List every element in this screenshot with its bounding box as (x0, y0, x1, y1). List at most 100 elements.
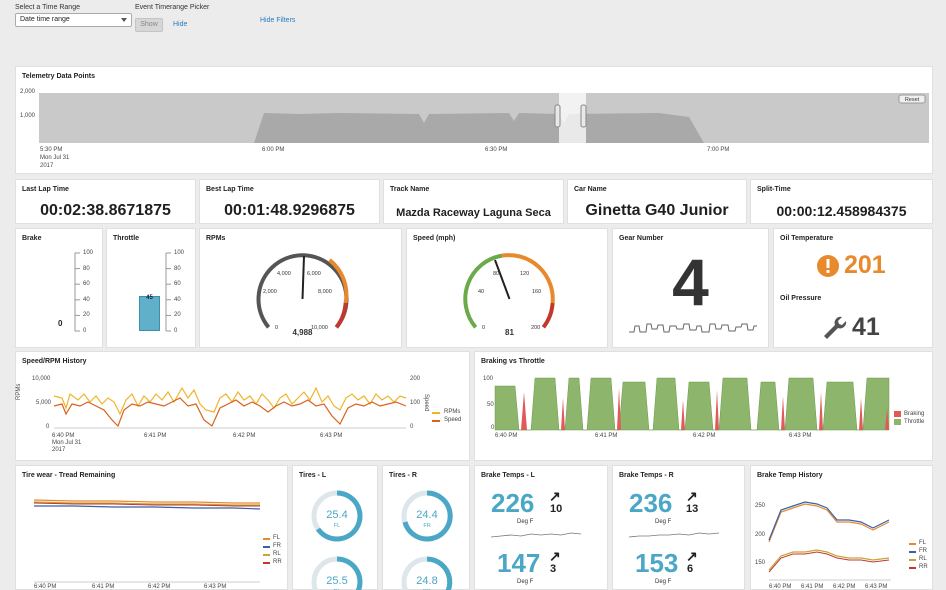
brake-value: 0 (58, 319, 63, 328)
rpm-value: 4,988 (292, 328, 313, 337)
braking-throttle-x-tick: 6:40 PM (495, 433, 518, 439)
brake-panel: Brake 100 80 60 40 20 0 0 (15, 228, 103, 348)
speed-panel: Speed (mph) 0 40 80 120 160 200 81 (406, 228, 608, 348)
tire-legend-label-rr: RR (273, 559, 282, 565)
rpm-tick: 0 (275, 325, 278, 331)
rpm-needle (301, 255, 305, 300)
rpm-axis-label: RPMs (16, 383, 22, 400)
throttle-value: 45 (146, 295, 153, 301)
tire-fr-gauge: 24.4 FR (401, 490, 453, 542)
legend-swatch-speed (432, 420, 440, 422)
show-button[interactable]: Show (135, 18, 163, 32)
speed-rpm-x-tick: 6:43 PM (320, 433, 343, 439)
tire-legend-label-rl: RL (273, 551, 281, 557)
brake-scale-label: 20 (83, 312, 90, 318)
throttle-scale-label: 60 (174, 281, 181, 287)
speed-title: Speed (mph) (413, 235, 456, 242)
braking-throttle-panel: Braking vs Throttle 100 50 0 6:40 PM 6:4… (474, 351, 933, 461)
hide-filters-link[interactable]: Hide Filters (260, 17, 296, 24)
speed-rpm-right-tick: 0 (410, 424, 414, 430)
brake-history-fl-line (768, 503, 890, 543)
speed-arc-low (463, 253, 503, 329)
tire-legend-swatch-fl (263, 538, 270, 540)
brake-temps-r-panel: Brake Temps - R 236 ↗ 13 Deg F 153 ↗ 6 D… (612, 465, 745, 590)
speed-arc-high (541, 302, 555, 329)
time-range-select[interactable]: Date time range (15, 13, 132, 27)
oil-pressure-title: Oil Pressure (780, 295, 822, 302)
brake-history-x-tick: 6:41 PM (801, 584, 824, 590)
brake-history-y-tick: 250 (755, 503, 766, 509)
legend-label-rpm: RPMs (444, 409, 461, 415)
rpm-arc-redline (334, 302, 348, 329)
brake-fr-temp: 236 (629, 488, 673, 518)
speed-rpm-x-tick: 6:41 PM (144, 433, 167, 439)
tire-fl-label: FL (334, 523, 340, 529)
tire-wear-x-tick: 6:40 PM (34, 584, 57, 590)
rpm-tick: 6,000 (307, 271, 321, 277)
throttle-scale-label: 20 (174, 312, 181, 318)
right-range-handle[interactable] (580, 104, 587, 128)
brake-legend-label-fr: FR (919, 548, 927, 554)
hide-link[interactable]: Hide (173, 21, 188, 28)
speed-tick: 120 (520, 271, 529, 277)
speed-rpm-chart (53, 386, 407, 429)
speed-rpm-right-tick: 100 (410, 400, 421, 406)
split-time-value: 00:00:12.458984375 (776, 203, 907, 219)
legend-swatch-rpm (432, 412, 440, 414)
brake-legend-swatch-rr (909, 567, 916, 569)
tire-fr-value: 24.4 (416, 509, 437, 521)
arrow-up-right-icon: ↗ (686, 488, 698, 504)
speed-rpm-date-line: Mon Jul 31 (52, 440, 82, 446)
time-range-label: Select a Time Range (15, 4, 80, 11)
time-range-value: Date time range (20, 16, 70, 23)
legend-label-throttle: Throttle (904, 419, 925, 425)
tire-fl-gauge: 25.4 FL (311, 490, 363, 542)
brake-history-y-tick: 200 (755, 532, 766, 538)
reset-button[interactable] (898, 94, 926, 104)
speed-rpm-panel: Speed/RPM History 10,000 5,000 0 200 100… (15, 351, 470, 461)
brake-history-chart (768, 501, 891, 581)
tire-wear-fr-line (34, 505, 261, 510)
tire-wear-title: Tire wear - Tread Remaining (22, 472, 116, 479)
tire-wear-rl-line (33, 501, 260, 506)
brake-temps-l-panel: Brake Temps - L 226 ↗ 10 Deg F 147 ↗ 3 D… (474, 465, 608, 590)
brake-scale-label: 80 (83, 266, 90, 272)
brake-scale (74, 252, 80, 332)
brake-history-panel: Brake Temp History 250 200 150 6:40 PM 6… (750, 465, 933, 590)
gear-sparkline (629, 323, 757, 333)
tire-rr-gauge: 24.8 RR (401, 556, 453, 590)
car-name-value: Ginetta G40 Junior (585, 202, 729, 219)
throttle-scale-label: 0 (174, 328, 178, 334)
speed-tick: 0 (482, 325, 485, 331)
throttle-scale-label: 80 (174, 266, 181, 272)
rpm-series-line (53, 386, 407, 416)
braking-throttle-x-tick: 6:42 PM (693, 433, 716, 439)
tire-rl-value: 25.5 (326, 575, 347, 587)
tire-wear-chart (33, 499, 261, 583)
rpm-title: RPMs (206, 235, 226, 242)
speed-arc-mid (501, 253, 555, 304)
speed-rpm-x-tick: 6:40 PM (52, 433, 75, 439)
telemetry-area (254, 113, 704, 143)
throttle-area (494, 377, 890, 431)
split-time-title: Split-Time (757, 186, 791, 193)
left-range-handle[interactable] (554, 104, 561, 128)
speed-rpm-date-line: 2017 (52, 447, 66, 453)
legend-swatch-throttle (894, 419, 901, 425)
telemetry-x-tick: 6:00 PM (262, 147, 285, 153)
braking-throttle-chart (494, 377, 890, 431)
brake-rl-temp: 147 (497, 548, 541, 578)
telemetry-panel: Telemetry Data Points 2,000 1,000 Reset … (15, 66, 933, 174)
reset-label: Reset (905, 97, 920, 103)
rpm-panel: RPMs 0 2,000 4,000 6,000 8,000 10,000 4,… (199, 228, 402, 348)
gear-title: Gear Number (619, 235, 664, 242)
best-lap-value: 00:01:48.9296875 (224, 202, 355, 219)
last-lap-panel: Last Lap Time 00:02:38.8671875 (15, 179, 196, 224)
brake-legend-swatch-fr (909, 551, 916, 553)
brake-legend-swatch-rl (909, 559, 916, 561)
tire-wear-x-tick: 6:41 PM (92, 584, 115, 590)
telemetry-x-tick: 6:30 PM (485, 147, 508, 153)
car-name-panel: Car Name Ginetta G40 Junior (567, 179, 747, 224)
telemetry-range-chart[interactable]: Reset (39, 93, 929, 143)
brake-scale-label: 60 (83, 281, 90, 287)
